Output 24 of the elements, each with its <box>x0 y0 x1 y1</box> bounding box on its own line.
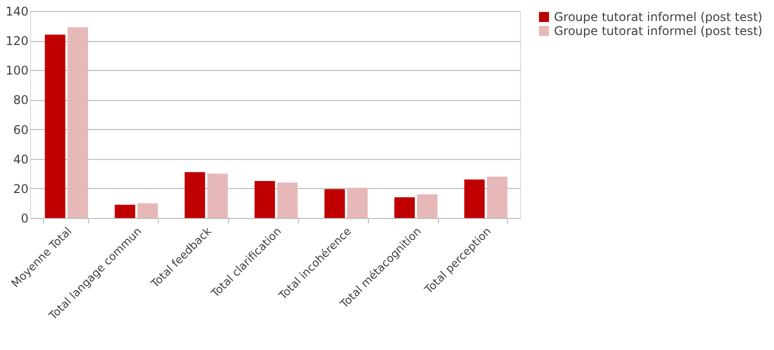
bar <box>486 176 508 218</box>
bar <box>137 203 158 218</box>
y-tick-label: 100 <box>6 64 28 78</box>
bar <box>44 34 66 218</box>
bar <box>207 174 228 218</box>
bar <box>277 182 298 218</box>
bar <box>347 188 368 218</box>
y-tick-label: 40 <box>13 152 28 166</box>
y-tick-label: 20 <box>13 182 28 196</box>
legend-label: Groupe tutorat informel (post test) <box>554 24 762 38</box>
bar <box>464 180 485 218</box>
bar <box>184 172 206 218</box>
bar <box>254 181 275 218</box>
y-tick-label: 80 <box>13 93 28 108</box>
bar <box>394 197 415 218</box>
y-tick-label: 0 <box>20 212 28 226</box>
bar <box>324 189 345 218</box>
y-tick-label: 60 <box>13 122 28 137</box>
bar <box>114 204 136 218</box>
bar <box>417 194 438 218</box>
legend-label: Groupe tutorat informel (post test) <box>554 10 762 24</box>
y-tick-label: 140 <box>6 4 28 18</box>
y-tick-label: 120 <box>6 34 28 48</box>
bar <box>68 27 88 218</box>
